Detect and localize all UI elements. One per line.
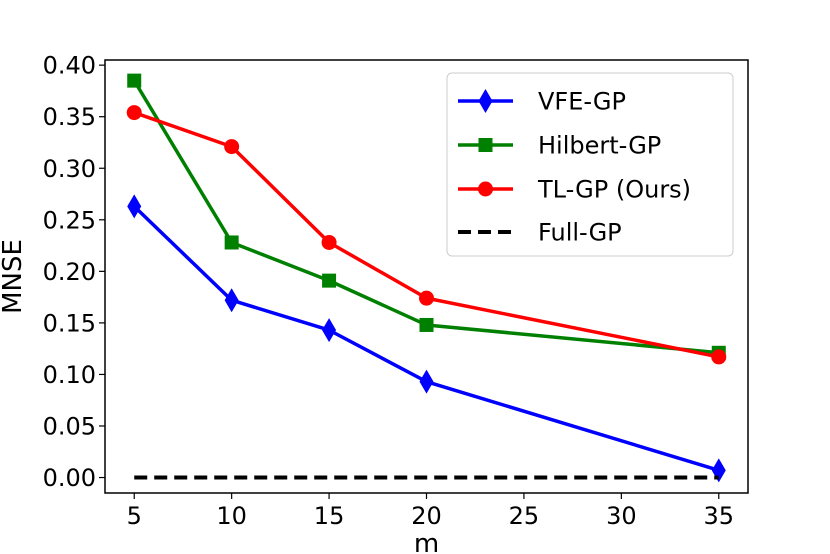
- y-tick-label: 0.00: [43, 464, 96, 492]
- x-tick-label: 20: [411, 502, 442, 530]
- y-tick-label: 0.30: [43, 155, 96, 183]
- y-axis-label: MNSE: [0, 239, 28, 314]
- legend-marker-tl-gp-ours: [478, 181, 493, 197]
- y-tick-label: 0.35: [43, 103, 96, 131]
- legend-marker-hilbert-gp: [478, 138, 493, 152]
- legend-entry-tl-gp-ours: TL-GP (Ours): [458, 176, 691, 204]
- data-point-tl-gp-ours: [711, 349, 727, 365]
- x-tick-label: 25: [509, 502, 540, 530]
- series-vfe-gp: [127, 194, 726, 483]
- y-tick-label: 0.10: [43, 361, 96, 389]
- data-point-vfe-gp: [127, 194, 142, 219]
- y-tick-label: 0.25: [43, 206, 96, 234]
- data-point-hilbert-gp: [224, 235, 239, 250]
- x-tick-label: 30: [606, 502, 637, 530]
- data-point-tl-gp-ours: [224, 139, 240, 155]
- data-point-hilbert-gp: [127, 73, 142, 88]
- x-tick-label: 10: [216, 502, 247, 530]
- data-point-hilbert-gp: [322, 273, 337, 288]
- x-tick-label: 5: [127, 502, 142, 530]
- data-point-hilbert-gp: [419, 317, 434, 332]
- legend-label-hilbert-gp: Hilbert-GP: [538, 132, 661, 160]
- legend-label-full-gp: Full-GP: [538, 219, 622, 247]
- data-point-vfe-gp: [224, 288, 239, 313]
- legend-box: [446, 72, 734, 257]
- legend-label-vfe-gp: VFE-GP: [538, 88, 626, 116]
- x-tick-label: 35: [703, 502, 734, 530]
- legend-entry-vfe-gp: VFE-GP: [458, 88, 626, 116]
- series-hilbert-gp: [127, 73, 726, 360]
- y-tick-label: 0.20: [43, 258, 96, 286]
- data-point-vfe-gp: [419, 369, 434, 394]
- legend: VFE-GP Hilbert-GP TL-GP (Ours) Full-GP: [446, 72, 734, 257]
- legend-entry-hilbert-gp: Hilbert-GP: [458, 132, 661, 160]
- data-point-tl-gp-ours: [321, 234, 337, 250]
- data-point-tl-gp-ours: [126, 105, 142, 121]
- x-tick-label: 15: [314, 502, 345, 530]
- x-axis-label: m: [414, 529, 439, 554]
- series-layer: [126, 73, 727, 483]
- legend-marker-vfe-gp: [478, 89, 493, 113]
- ticks-layer: 5 10 15 20 25 30 35 0.00 0.05 0.10 0.15 0.20 0.25 0.3…: [43, 52, 734, 530]
- data-point-tl-gp-ours: [419, 290, 434, 306]
- y-tick-label: 0.05: [43, 412, 96, 440]
- y-tick-label: 0.15: [43, 309, 96, 337]
- series-tl-gp-ours: [126, 105, 727, 365]
- data-point-vfe-gp: [322, 318, 337, 343]
- legend-entry-full-gp: Full-GP: [458, 219, 622, 247]
- legend-label-tl-gp-ours: TL-GP (Ours): [537, 176, 691, 204]
- y-tick-label: 0.40: [43, 52, 96, 80]
